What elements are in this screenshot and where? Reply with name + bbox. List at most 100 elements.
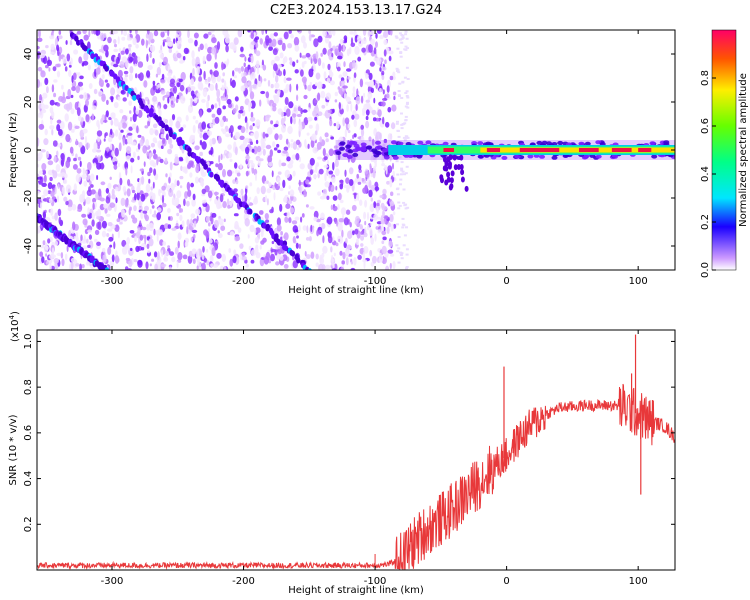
noise-speck bbox=[357, 254, 362, 260]
noise-speck bbox=[240, 126, 246, 134]
noise-speck bbox=[384, 165, 388, 171]
noise-speck bbox=[164, 30, 168, 33]
noise-speck bbox=[293, 36, 300, 46]
noise-speck bbox=[229, 231, 235, 236]
noise-speck bbox=[177, 240, 180, 249]
noise-speck bbox=[376, 202, 380, 207]
noise-speck bbox=[338, 102, 341, 110]
noise-speck bbox=[75, 153, 78, 159]
noise-speck bbox=[274, 182, 277, 189]
noise-speck bbox=[220, 128, 224, 132]
noise-speck bbox=[354, 46, 360, 55]
y-tick-label: 20 bbox=[23, 96, 34, 109]
noise-fringe bbox=[402, 123, 406, 125]
noise-speck bbox=[182, 124, 187, 128]
noise-speck bbox=[315, 51, 319, 60]
noise-speck bbox=[387, 222, 392, 228]
noise-speck bbox=[308, 107, 311, 112]
noise-fringe bbox=[404, 30, 408, 33]
noise-speck bbox=[56, 195, 60, 203]
noise-speck bbox=[352, 110, 357, 116]
noise-speck bbox=[232, 255, 237, 264]
noise-speck bbox=[95, 67, 101, 75]
noise-speck bbox=[118, 48, 122, 52]
noise-fringe bbox=[405, 90, 409, 93]
noise-speck bbox=[141, 176, 145, 185]
noise-speck bbox=[161, 185, 166, 191]
noise-speck bbox=[389, 30, 393, 36]
noise-speck bbox=[381, 66, 387, 71]
x-tick-label: 100 bbox=[629, 576, 648, 587]
chart-title: C2E3.2024.153.13.17.G24 bbox=[270, 3, 442, 18]
noise-speck bbox=[199, 109, 203, 118]
line-blob bbox=[335, 151, 342, 155]
noise-speck bbox=[100, 181, 106, 186]
noise-speck bbox=[348, 179, 354, 186]
noise-fringe bbox=[397, 71, 401, 74]
snr-frame bbox=[36, 329, 676, 571]
noise-speck bbox=[280, 111, 284, 118]
noise-speck bbox=[90, 184, 94, 188]
noise-speck bbox=[83, 92, 88, 101]
noise-speck bbox=[282, 179, 286, 189]
noise-speck bbox=[153, 228, 156, 236]
noise-speck bbox=[45, 150, 50, 159]
noise-speck bbox=[301, 61, 305, 68]
noise-speck bbox=[221, 61, 224, 71]
noise-speck bbox=[125, 155, 131, 161]
noise-speck bbox=[306, 225, 309, 234]
noise-speck bbox=[324, 264, 331, 270]
noise-speck bbox=[266, 180, 269, 184]
noise-speck bbox=[115, 58, 118, 65]
noise-speck bbox=[266, 188, 272, 194]
noise-speck bbox=[276, 55, 279, 61]
line-scatter bbox=[450, 170, 455, 177]
noise-speck bbox=[51, 111, 55, 119]
colorbar: 0.00.20.40.60.8 Normalized spectral ampl… bbox=[700, 29, 749, 278]
noise-speck bbox=[347, 129, 351, 134]
noise-speck bbox=[67, 206, 73, 212]
noise-speck bbox=[356, 238, 359, 246]
noise-speck bbox=[99, 197, 105, 202]
noise-speck bbox=[283, 68, 286, 77]
x-tick-label: 0 bbox=[503, 276, 509, 287]
noise-speck bbox=[160, 90, 166, 95]
noise-fringe bbox=[399, 178, 403, 181]
noise-speck bbox=[96, 216, 101, 220]
noise-speck bbox=[127, 136, 133, 145]
noise-speck bbox=[290, 33, 294, 39]
noise-speck bbox=[334, 91, 338, 97]
noise-speck bbox=[308, 68, 314, 78]
noise-speck bbox=[302, 109, 308, 113]
noise-speck bbox=[160, 31, 165, 38]
noise-speck bbox=[83, 235, 86, 242]
noise-speck bbox=[371, 138, 375, 146]
noise-speck bbox=[209, 254, 214, 264]
noise-speck bbox=[113, 48, 119, 53]
noise-speck bbox=[273, 192, 276, 201]
noise-speck bbox=[212, 153, 215, 158]
noise-speck bbox=[189, 134, 195, 144]
noise-speck bbox=[390, 122, 396, 130]
noise-speck bbox=[347, 123, 351, 129]
noise-speck bbox=[265, 219, 270, 223]
noise-speck bbox=[185, 156, 189, 164]
noise-speck bbox=[146, 70, 151, 78]
noise-fringe bbox=[400, 97, 404, 99]
noise-speck bbox=[272, 70, 275, 78]
noise-speck bbox=[133, 151, 136, 158]
noise-speck bbox=[313, 99, 318, 104]
noise-speck bbox=[201, 253, 205, 260]
noise-speck bbox=[109, 176, 112, 180]
noise-speck bbox=[183, 198, 186, 207]
noise-speck bbox=[117, 230, 120, 239]
noise-speck bbox=[364, 220, 367, 226]
track-point bbox=[160, 122, 166, 129]
noise-speck bbox=[296, 83, 299, 91]
noise-speck bbox=[77, 81, 84, 87]
noise-speck bbox=[357, 192, 360, 202]
noise-speck bbox=[305, 204, 309, 208]
noise-speck bbox=[360, 135, 365, 144]
noise-speck bbox=[171, 227, 177, 231]
noise-speck bbox=[199, 43, 204, 51]
